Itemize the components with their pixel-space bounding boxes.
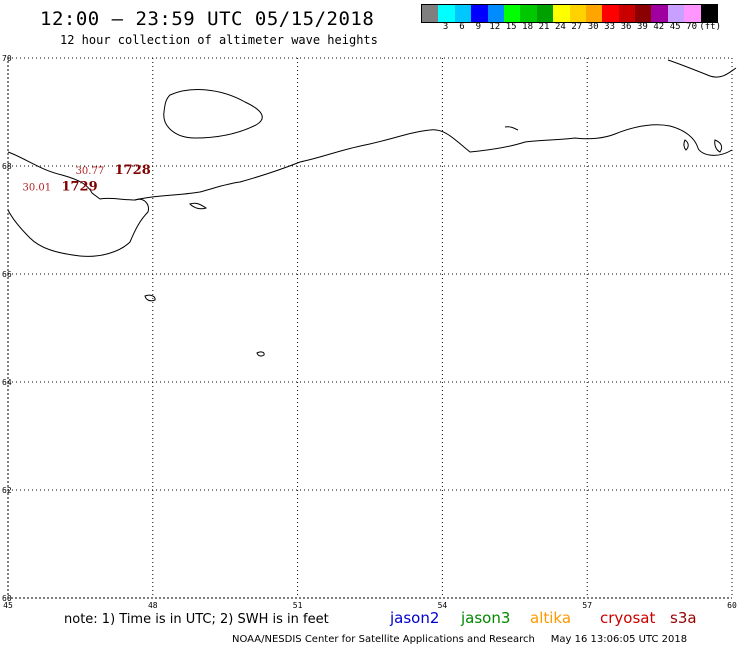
- island-kolguyev: [163, 89, 263, 139]
- legend-swatch: [585, 5, 603, 22]
- legend-label: 21: [538, 22, 550, 32]
- lat-tick-label: 68: [2, 162, 12, 171]
- islet-5: [714, 139, 723, 153]
- legend-label: 6: [459, 22, 465, 32]
- lon-tick-label: 48: [148, 601, 158, 610]
- observation-id: 1728: [115, 163, 151, 178]
- island-novaya-zemlya-tip: [667, 59, 737, 78]
- legend-swatch: [438, 5, 455, 22]
- lon-tick-label: 54: [438, 601, 448, 610]
- legend-label: 42: [653, 22, 665, 32]
- lat-tick-label: 66: [2, 270, 12, 279]
- satellite-label-altika: altika: [530, 609, 572, 627]
- legend-swatch: [487, 5, 504, 22]
- footer-note: note: 1) Time is in UTC; 2) SWH is in fe…: [64, 612, 329, 627]
- peninsula-small: [189, 202, 208, 210]
- legend-swatch: [454, 5, 472, 22]
- legend-label: 39: [636, 22, 648, 32]
- legend-label: 27: [571, 22, 583, 32]
- legend-swatch: [471, 5, 488, 22]
- legend-swatch: [651, 5, 668, 22]
- credit-text: NOAA/NESDIS Center for Satellite Applica…: [232, 634, 535, 645]
- satellite-label-s3a: s3a: [670, 609, 697, 627]
- islet-3: [504, 126, 519, 131]
- legend-swatch: [684, 5, 701, 22]
- satellite-label-jason3: jason3: [461, 609, 511, 627]
- observation-id: 1729: [61, 179, 97, 194]
- coastline-north: [134, 124, 733, 201]
- legend-label: 70: [686, 22, 698, 32]
- legend-label: 30: [587, 22, 599, 32]
- map-grid: 45 48 51 54 57 60 70 68 66 64 62 60: [2, 54, 737, 610]
- lon-tick-label: 60: [727, 601, 737, 610]
- islet-4: [683, 139, 689, 151]
- observation-value: 30.77: [76, 166, 105, 177]
- legend-label: 3: [442, 22, 449, 32]
- satellite-label-jason2: jason2: [390, 609, 440, 627]
- legend-swatch: [536, 5, 554, 22]
- legend-swatch: [700, 5, 718, 22]
- legend-unit: (ft): [699, 22, 722, 32]
- lon-tick-label: 57: [582, 601, 592, 610]
- legend-swatch: [667, 5, 685, 22]
- legend-label: 12: [489, 22, 501, 32]
- islet-1: [144, 294, 156, 302]
- lat-tick-label: 64: [2, 378, 12, 387]
- legend-swatch: [553, 5, 570, 22]
- lon-tick-label: 51: [293, 601, 303, 610]
- legend-label: 9: [475, 22, 482, 32]
- satellite-label-cryosat: cryosat: [600, 609, 656, 627]
- legend-swatch: [520, 5, 537, 22]
- legend-swatch: [422, 5, 439, 22]
- lat-tick-label: 70: [2, 54, 12, 63]
- legend-swatch: [635, 5, 652, 22]
- lon-tick-label: 45: [3, 601, 13, 610]
- coastline: [7, 59, 737, 357]
- color-legend-labels: 3 6 9 12 15 18 21 24 27 30 33 36 39 42 45 70 (ft): [421, 22, 740, 34]
- legend-label: 18: [522, 22, 534, 32]
- map-frame: [7, 57, 733, 599]
- legend-swatch: [602, 5, 619, 22]
- legend-swatch: [618, 5, 636, 22]
- legend-label: 15: [505, 22, 517, 32]
- legend-label: 24: [554, 22, 566, 32]
- credit-line: NOAA/NESDIS Center for Satellite Applica…: [232, 634, 687, 645]
- color-legend: [421, 4, 719, 23]
- lat-tick-label: 62: [2, 486, 12, 495]
- lat-tick-label: 60: [2, 594, 12, 603]
- observations-layer: 30.01 1729 30.77 1728: [22, 163, 150, 194]
- timestamp: May 16 13:06:05 UTC 2018: [550, 634, 688, 645]
- legend-label: 45: [669, 22, 681, 32]
- legend-label: 36: [620, 22, 632, 32]
- coastline-mainland: [7, 151, 149, 257]
- page-title: 12:00 – 23:59 UTC 05/15/2018: [40, 8, 375, 30]
- legend-label: 33: [604, 22, 616, 32]
- legend-swatch: [503, 5, 521, 22]
- islet-2: [256, 351, 265, 357]
- page-subtitle: 12 hour collection of altimeter wave hei…: [60, 33, 378, 47]
- legend-swatch: [569, 5, 586, 22]
- observation-value: 30.01: [22, 182, 51, 193]
